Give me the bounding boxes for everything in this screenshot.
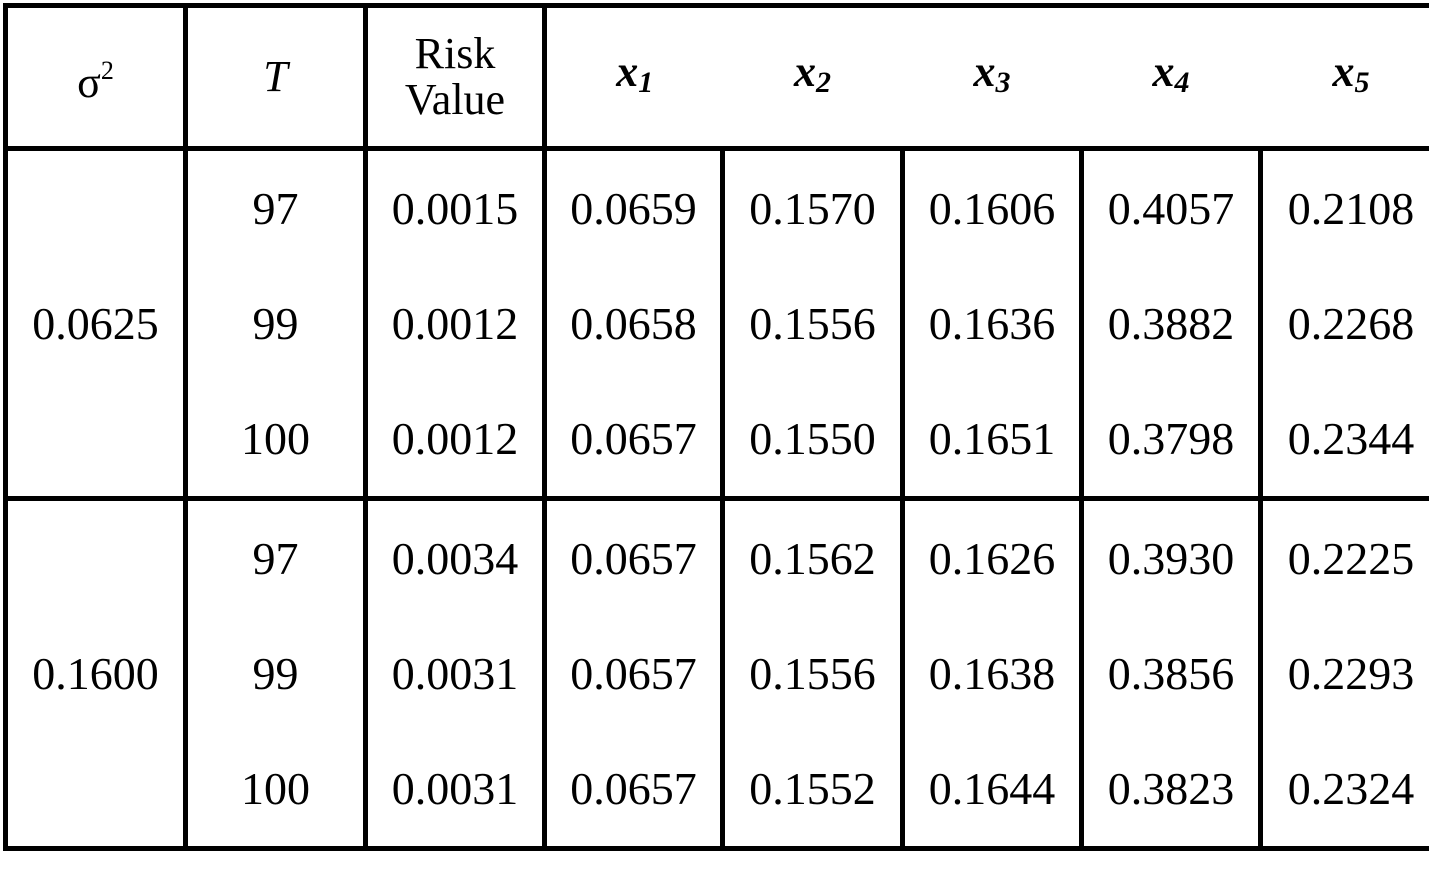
- x-subscript: 1: [638, 65, 654, 99]
- x-subscript: 3: [995, 65, 1011, 99]
- data-cell: 0.0012: [363, 266, 547, 381]
- data-cell: 0.1606: [900, 148, 1084, 266]
- data-cell: 0.0034: [363, 498, 547, 616]
- x-header: x5: [1260, 3, 1429, 151]
- data-cell: 0.1556: [720, 266, 905, 381]
- data-cell: 0.0012: [363, 381, 547, 501]
- data-cell: 0.2324: [1258, 731, 1429, 851]
- x-symbol: x: [794, 46, 816, 96]
- data-cell: 0.0658: [542, 266, 725, 381]
- data-row: 99 0.0031 0.0657 0.1556 0.1638 0.3856 0.2293: [6, 616, 1429, 731]
- data-cell: 0.1570: [720, 148, 905, 266]
- data-cell: 0.0031: [363, 731, 547, 851]
- data-cell: 0.3823: [1079, 731, 1263, 851]
- data-cell: 0.1636: [900, 266, 1084, 381]
- data-row: 99 0.0012 0.0658 0.1556 0.1636 0.3882 0.2268: [6, 266, 1429, 381]
- data-cell: 0.0659: [542, 148, 725, 266]
- data-cell: 0.3882: [1079, 266, 1263, 381]
- x-subscript: 2: [816, 65, 831, 99]
- risk-label: Risk Value: [404, 29, 506, 124]
- data-cell: 0.2293: [1258, 616, 1429, 731]
- data-cell: 0.0657: [542, 616, 725, 731]
- data-cell: 0.3930: [1079, 498, 1263, 616]
- x-symbol: x: [616, 46, 639, 96]
- data-cell: 0.2225: [1258, 498, 1429, 616]
- data-cell: 0.2108: [1258, 148, 1429, 266]
- x-subscript: 4: [1174, 65, 1190, 99]
- x-subscript: 5: [1354, 65, 1370, 99]
- data-cell: 0.1550: [720, 381, 905, 501]
- data-cell: 0.1644: [900, 731, 1084, 851]
- data-cell: 0.0015: [363, 148, 547, 266]
- header-row: σ2 T Risk Value x1 x2 x3 x4 x5: [3, 3, 1429, 151]
- data-cell: 0.0657: [542, 381, 725, 501]
- t-header: T: [183, 3, 368, 151]
- sigma-symbol: σ: [77, 58, 101, 107]
- sigma-header: σ2: [3, 3, 188, 151]
- data-cell: 0.2344: [1258, 381, 1429, 501]
- data-row: 0.0625 97 0.0015 0.0659 0.1570 0.1606 0.4057 0.…: [3, 148, 1429, 501]
- data-cell: 0.1552: [720, 731, 905, 851]
- data-cell: 100: [183, 381, 368, 501]
- sigma-superscript: 2: [100, 56, 114, 85]
- sigma-cell: 0.1600: [3, 498, 188, 851]
- data-cell: 0.1626: [900, 498, 1084, 616]
- data-cell: 100: [183, 731, 368, 851]
- data-cell: 0.1638: [900, 616, 1084, 731]
- x-symbol: x: [973, 46, 996, 96]
- x-symbol: x: [1152, 46, 1175, 96]
- x-header: x3: [902, 3, 1082, 151]
- x-header: x1: [542, 3, 723, 151]
- t-label: T: [263, 52, 288, 101]
- data-row: 100 0.0012 0.0657 0.1550 0.1651 0.3798 0.2344: [6, 381, 1429, 501]
- data-cell: 0.1651: [900, 381, 1084, 501]
- results-table: σ2 T Risk Value x1 x2 x3 x4 x5 0.0625 97 0.0015 0.…: [3, 3, 1429, 851]
- data-cell: 97: [183, 148, 368, 266]
- sigma-cell: 0.0625: [3, 148, 188, 501]
- data-cell: 0.2268: [1258, 266, 1429, 381]
- data-cell: 0.1562: [720, 498, 905, 616]
- data-cell: 0.4057: [1079, 148, 1263, 266]
- data-cell: 0.1556: [720, 616, 905, 731]
- x-symbol: x: [1332, 46, 1355, 96]
- data-cell: 0.3856: [1079, 616, 1263, 731]
- data-row: 0.1600 97 0.0034 0.0657 0.1562 0.1626 0.3930 0.…: [3, 498, 1429, 851]
- data-cell: 99: [183, 266, 368, 381]
- x-header: x4: [1081, 3, 1261, 151]
- table-body: 0.0625 97 0.0015 0.0659 0.1570 0.1606 0.4057 0.…: [3, 148, 1429, 851]
- data-row: 100 0.0031 0.0657 0.1552 0.1644 0.3823 0.2324: [6, 731, 1429, 851]
- data-cell: 99: [183, 616, 368, 731]
- data-cell: 0.0657: [542, 731, 725, 851]
- risk-header: Risk Value: [363, 3, 547, 151]
- data-cell: 0.3798: [1079, 381, 1263, 501]
- data-cell: 0.0031: [363, 616, 547, 731]
- data-cell: 0.0657: [542, 498, 725, 616]
- data-cell: 97: [183, 498, 368, 616]
- x-header: x2: [722, 3, 903, 151]
